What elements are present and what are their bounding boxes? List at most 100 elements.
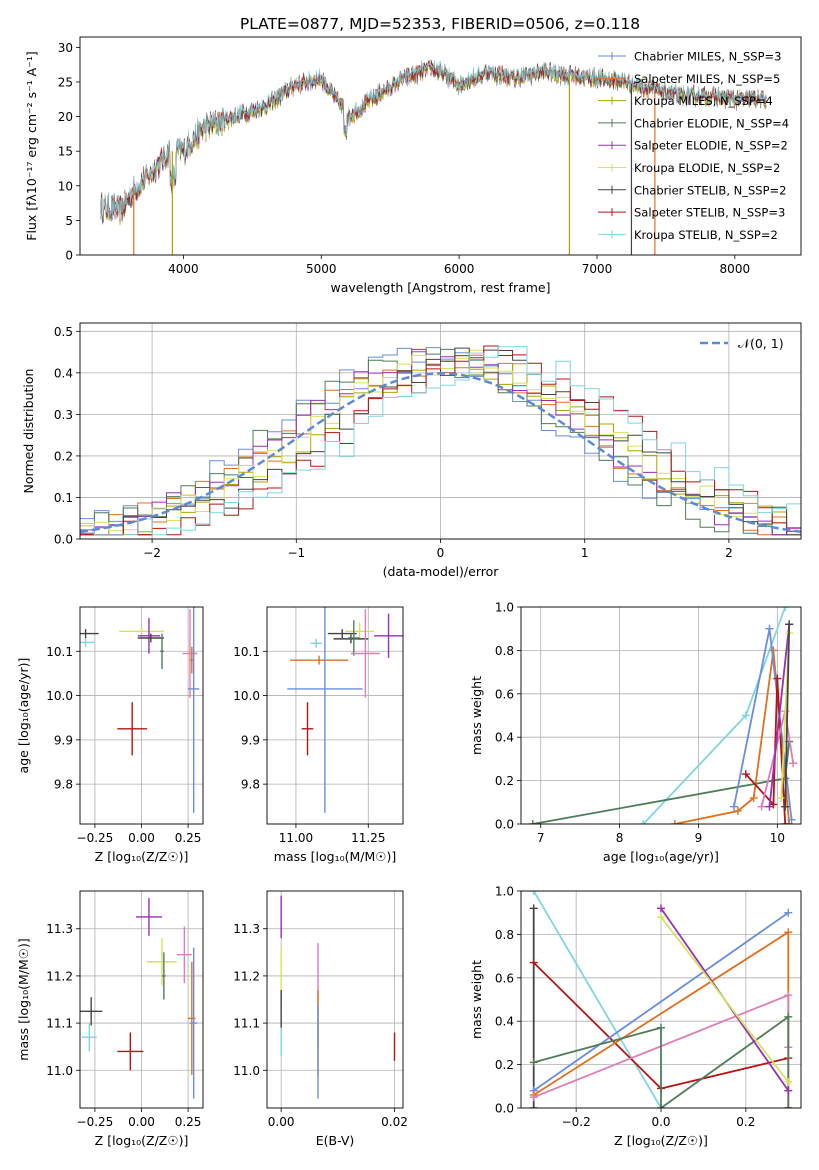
axes-frame bbox=[520, 890, 802, 1109]
y-tick-label: 0 bbox=[65, 249, 73, 263]
legend-label: Salpeter STELIB, N_SSP=3 bbox=[634, 206, 785, 220]
errorbar-point bbox=[160, 633, 164, 669]
weight-marker bbox=[781, 820, 790, 824]
legend-label: Salpeter MILES, N_SSP=5 bbox=[634, 72, 780, 86]
weight-marker bbox=[781, 607, 790, 611]
weight-marker bbox=[639, 820, 648, 824]
histogram-step bbox=[80, 346, 801, 536]
weight-line bbox=[660, 916, 790, 1083]
weight-marker bbox=[657, 1023, 665, 1032]
y-tick-label: 11.0 bbox=[233, 1064, 260, 1078]
errorbar-point bbox=[135, 898, 162, 936]
weight-marker bbox=[657, 904, 665, 913]
y-tick-label: 11.1 bbox=[46, 1017, 73, 1031]
x-tick-label: −2 bbox=[143, 546, 161, 560]
x-tick-label: 9 bbox=[695, 831, 703, 845]
weight-marker bbox=[784, 1077, 793, 1086]
errorbar-point bbox=[119, 626, 164, 636]
x-tick-label: −1 bbox=[287, 546, 305, 560]
errorbar-point bbox=[117, 702, 148, 756]
legend-label: Chabrier ELODIE, N_SSP=4 bbox=[634, 116, 789, 130]
y-tick-label: 0.8 bbox=[495, 928, 514, 942]
x-axis-label: E(B-V) bbox=[316, 1133, 355, 1148]
weight-marker bbox=[529, 1093, 538, 1102]
weight-marker bbox=[657, 913, 665, 922]
y-tick-label: 11.0 bbox=[46, 1064, 73, 1078]
axes-frame bbox=[79, 606, 204, 825]
errorbar-point bbox=[350, 609, 380, 698]
errorbar-point bbox=[188, 961, 196, 1075]
y-tick-label: 0.5 bbox=[54, 325, 73, 339]
y-tick-label: 10.0 bbox=[46, 689, 73, 703]
y-tick-label: 9.9 bbox=[241, 733, 260, 747]
weight-marker bbox=[749, 793, 758, 802]
legend-label: Kroupa STELIB, N_SSP=2 bbox=[634, 228, 778, 242]
x-tick-label: 0.00 bbox=[128, 1115, 155, 1129]
errorbar-point bbox=[310, 638, 322, 648]
weight-line bbox=[533, 911, 789, 1092]
weight-marker bbox=[529, 1104, 538, 1108]
y-tick-label: 0.2 bbox=[495, 1058, 514, 1072]
weight-marker bbox=[789, 759, 798, 768]
x-tick-label: 8 bbox=[616, 831, 624, 845]
axes-frame bbox=[266, 890, 404, 1109]
weight-marker bbox=[757, 802, 766, 811]
y-tick-label: 9.9 bbox=[54, 733, 73, 747]
y-tick-label: 10.0 bbox=[233, 689, 260, 703]
x-tick-label: 4000 bbox=[168, 262, 199, 276]
axes-frame bbox=[79, 890, 204, 1109]
errorbar-point bbox=[287, 607, 363, 813]
weight-line bbox=[768, 624, 791, 807]
x-tick-label: 8000 bbox=[720, 262, 751, 276]
x-axis-label: Z [log₁₀(Z/Z☉)] bbox=[614, 1133, 708, 1148]
errorbar-point bbox=[348, 620, 360, 656]
y-tick-label: 11.2 bbox=[233, 969, 260, 983]
errorbar-point bbox=[147, 938, 177, 986]
gaussian-curve bbox=[80, 372, 801, 533]
weight-marker bbox=[765, 624, 774, 633]
weight-line bbox=[533, 1015, 790, 1108]
legend-label: Kroupa ELODIE, N_SSP=2 bbox=[634, 161, 780, 175]
weight-marker bbox=[529, 891, 538, 895]
x-tick-label: 5000 bbox=[306, 262, 337, 276]
weight-line bbox=[532, 891, 662, 1108]
y-tick-label: 0.0 bbox=[54, 533, 73, 547]
weight-marker bbox=[741, 711, 750, 720]
errorbar-point bbox=[117, 1032, 144, 1071]
y-axis-label: age [log₁₀(age/yr)] bbox=[16, 658, 31, 774]
x-tick-label: 0.25 bbox=[175, 1115, 202, 1129]
weight-marker bbox=[777, 793, 786, 802]
panel-age_vs_Z: −0.25 0.00 0.25 9.8 9.9 10.0 10.1 Z [log₁₀(Z/Z☉… bbox=[16, 606, 204, 864]
plot-area bbox=[529, 891, 793, 1108]
errorbar-point bbox=[345, 622, 375, 641]
weight-marker bbox=[773, 674, 782, 683]
y-tick-label: 0.6 bbox=[495, 971, 514, 985]
y-tick-label: 0.4 bbox=[54, 366, 73, 380]
y-tick-label: 11.2 bbox=[46, 969, 73, 983]
x-axis-label: Z [log₁₀(Z/Z☉)] bbox=[95, 849, 189, 864]
errorbar-point bbox=[301, 702, 314, 756]
panel-mass_vs_ebv: 0.00 0.02 11.0 11.1 11.2 11.3 E(B-V) bbox=[233, 890, 408, 1148]
errorbar-point bbox=[80, 997, 103, 1026]
x-tick-label: 2 bbox=[725, 546, 733, 560]
y-axis-label: mass [log₁₀(M/M☉)] bbox=[16, 938, 31, 1060]
weight-marker bbox=[670, 820, 679, 824]
y-axis-label: Flux [fλ10⁻¹⁷ erg cm⁻² s⁻¹ A⁻¹] bbox=[24, 51, 39, 240]
weight-marker bbox=[784, 908, 793, 917]
x-tick-label: 0.0 bbox=[651, 1115, 670, 1129]
y-tick-label: 0.2 bbox=[54, 449, 73, 463]
weight-marker bbox=[733, 806, 742, 815]
panel-spectrum: 4000 5000 6000 7000 8000 0 5 10 15 20 25 30 waveleng… bbox=[24, 36, 802, 295]
y-tick-label: 0.2 bbox=[495, 774, 514, 788]
panel-age_vs_mass: 11.00 11.25 9.8 9.9 10.0 10.1 mass [log₁₀(M/M☉… bbox=[233, 606, 404, 864]
weight-marker bbox=[781, 802, 790, 811]
x-axis-label: (data-model)/error bbox=[383, 564, 500, 579]
weight-marker bbox=[528, 820, 537, 824]
panel-massweight_vs_age: 7 8 9 10 0.0 0.2 0.4 0.6 0.8 1.0 age [log₁₀(age/yr… bbox=[469, 601, 802, 864]
plot-area bbox=[100, 59, 767, 255]
weight-marker bbox=[785, 820, 794, 824]
histogram-step bbox=[80, 345, 801, 536]
y-tick-label: 0.8 bbox=[495, 644, 514, 658]
weight-marker bbox=[529, 1058, 538, 1067]
